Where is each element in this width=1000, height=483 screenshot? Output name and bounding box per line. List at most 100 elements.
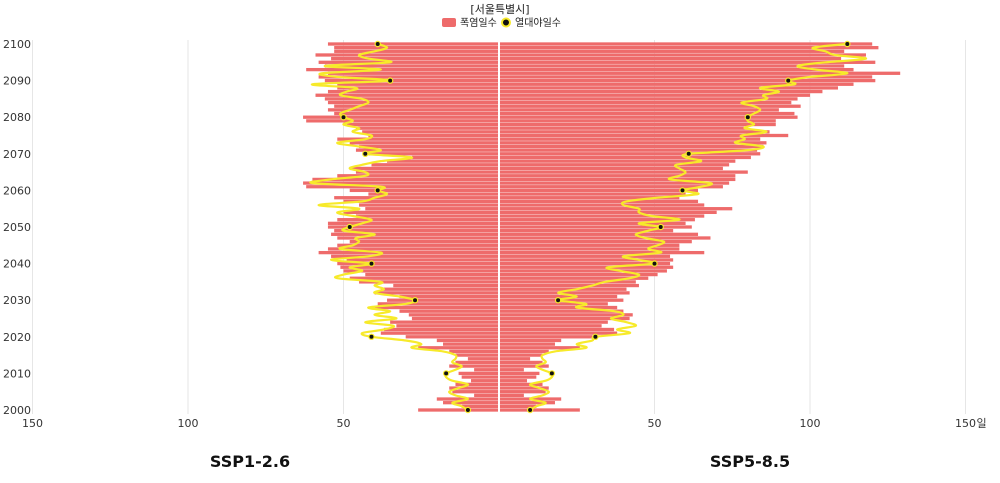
- heatwave-bar-left: [399, 309, 499, 313]
- heatwave-bar-left: [355, 126, 499, 130]
- heatwave-bar-right: [499, 56, 842, 61]
- heatwave-bar-right: [499, 404, 537, 408]
- heatwave-bar-right: [499, 349, 549, 354]
- y-tick-label: 2100: [3, 38, 31, 51]
- heatwave-bar-right: [499, 89, 823, 94]
- heatwave-bar-left: [371, 163, 499, 167]
- legend-bar-swatch: [442, 18, 456, 27]
- y-tick-label: 2000: [3, 404, 31, 417]
- heatwave-bar-right: [499, 250, 705, 255]
- tropical-night-point-right: [744, 113, 752, 121]
- heatwave-bar-right: [499, 111, 795, 116]
- heatwave-bar-right: [499, 214, 705, 218]
- heatwave-bar-left: [368, 192, 499, 196]
- heatwave-bar-left: [327, 247, 499, 251]
- heatwave-bar-right: [499, 239, 692, 244]
- heatwave-bar-left: [337, 86, 499, 90]
- heatwave-bar-left: [327, 71, 499, 75]
- heatwave-bar-left: [334, 46, 499, 50]
- heatwave-bar-left: [327, 100, 499, 105]
- heatwave-bar-right: [499, 104, 801, 108]
- heatwave-bar-right: [499, 382, 543, 387]
- heatwave-bar-right: [499, 316, 630, 321]
- heatwave-bar-right: [499, 185, 723, 189]
- heatwave-bar-left: [349, 141, 499, 145]
- tropical-night-point-right: [785, 77, 792, 84]
- x-axis-unit: 일: [977, 416, 987, 430]
- heatwave-bar-left: [411, 155, 499, 160]
- heatwave-bar-right: [499, 170, 748, 174]
- heatwave-bar-right: [499, 192, 686, 196]
- legend-bar-label: 폭염일수: [460, 17, 497, 29]
- heatwave-bar-right: [499, 60, 876, 64]
- heatwave-bar-left: [303, 181, 499, 185]
- heatwave-bar-right: [499, 360, 543, 365]
- heatwave-bar-left: [355, 170, 499, 174]
- heatwave-bar-right: [499, 203, 705, 207]
- heatwave-bar-right: [499, 148, 758, 152]
- heatwave-bar-left: [368, 133, 499, 138]
- y-tick-label: 2020: [3, 331, 31, 344]
- tropical-night-point-right: [554, 297, 562, 304]
- tropical-night-point-left: [362, 150, 369, 157]
- tropical-night-point-left: [346, 223, 353, 231]
- heatwave-bar-left: [327, 221, 499, 225]
- heatwave-bar-right: [499, 291, 630, 295]
- heatwave-bar-right: [499, 408, 580, 412]
- tropical-night-point-right: [657, 223, 664, 231]
- heatwave-bar-left: [343, 199, 499, 204]
- heatwave-bar-right: [499, 338, 562, 343]
- heatwave-bar-left: [306, 119, 499, 123]
- heatwave-bar-right: [499, 272, 658, 277]
- heatwave-bar-left: [418, 408, 499, 412]
- tropical-night-point-left: [368, 260, 375, 267]
- tropical-night-point-left: [411, 297, 419, 304]
- heatwave-bar-left: [337, 137, 499, 141]
- tropical-night-point-right: [548, 370, 556, 377]
- heatwave-bar-right: [499, 218, 695, 222]
- heatwave-bar-left: [368, 152, 499, 156]
- heatwave-bar-left: [365, 272, 499, 277]
- heatwave-bar-left: [306, 67, 499, 72]
- heatwave-bar-left: [324, 78, 499, 83]
- heatwave-bar-left: [365, 207, 499, 211]
- heatwave-bar-right: [499, 115, 798, 119]
- heatwave-bar-left: [449, 364, 499, 368]
- heatwave-bar-left: [411, 316, 499, 321]
- y-tick-label: 2050: [3, 221, 31, 234]
- x-tick-label-right: 150: [955, 417, 976, 430]
- y-tick-label: 2010: [3, 367, 31, 380]
- x-tick-label-right: 50: [648, 417, 662, 430]
- heatwave-bar-left: [331, 254, 499, 258]
- heatwave-bar-right: [499, 283, 639, 288]
- heatwave-bar-left: [455, 382, 499, 387]
- heatwave-bar-right: [499, 309, 624, 313]
- y-tick-label: 2090: [3, 75, 31, 88]
- tropical-night-point-left: [340, 113, 347, 121]
- heatwave-bar-right: [499, 243, 680, 247]
- legend-line-label: 열대야일수: [515, 17, 561, 29]
- heatwave-bar-right: [499, 93, 810, 97]
- heatwave-bar-right: [499, 335, 593, 339]
- heatwave-bar-left: [327, 108, 499, 112]
- heatwave-bar-left: [340, 265, 499, 269]
- heatwave-bar-left: [383, 327, 499, 332]
- heatwave-bar-left: [315, 53, 499, 57]
- tropical-night-point-right: [592, 333, 599, 340]
- heatwave-bar-left: [349, 188, 499, 193]
- heatwave-bar-left: [474, 393, 499, 398]
- heatwave-bar-right: [499, 269, 667, 273]
- heatwave-bar-left: [349, 166, 499, 171]
- y-tick-label: 2060: [3, 184, 31, 197]
- heatwave-bar-right: [499, 53, 866, 57]
- heatwave-bar-left: [337, 243, 499, 247]
- heatwave-bar-left: [393, 283, 499, 288]
- heatwave-bar-right: [499, 137, 761, 141]
- heatwave-bar-right: [499, 331, 618, 335]
- butterfly-chart: 2000 2010 2020 2030 2040 2050 2060 2070 2080 2090…: [3, 3, 987, 430]
- heatwave-bar-left: [455, 360, 499, 365]
- heatwave-bar-right: [499, 302, 608, 306]
- heatwave-bar-right: [499, 78, 876, 83]
- heatwave-bar-right: [499, 229, 674, 233]
- heatwave-bar-left: [471, 379, 499, 383]
